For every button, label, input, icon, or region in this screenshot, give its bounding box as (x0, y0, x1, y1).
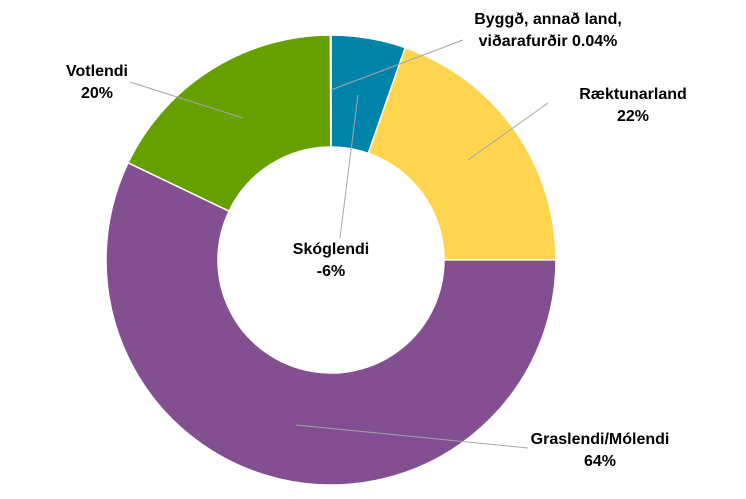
category-label: Graslendi/Mólendi (530, 431, 670, 448)
value-label: 20% (80, 85, 114, 102)
value-label: 64% (583, 453, 617, 470)
data-label: Votlendi 20% (66, 61, 128, 105)
category-label: Ræktunarland (579, 86, 687, 103)
slice (105, 161, 557, 486)
data-label: Byggð, annað land, viðarafurðir 0.04% (458, 9, 638, 53)
data-label: Skóglendi -6% (293, 239, 369, 283)
value-label: 22% (616, 108, 650, 125)
slice (329, 34, 332, 148)
data-label: Ræktunarland 22% (579, 84, 687, 128)
leader-line (330, 39, 464, 91)
data-label: Graslendi/Mólendi 64% (531, 429, 670, 473)
category-label: Votlendi (66, 63, 128, 80)
leader-line (339, 94, 359, 239)
leader-line (295, 424, 529, 449)
slice (367, 46, 557, 261)
slice (127, 34, 332, 213)
category-label: Byggð, annað land, viðarafurðir (474, 11, 622, 50)
value-label: 0.04% (572, 33, 618, 50)
leader-line (129, 81, 244, 119)
leader-line (467, 102, 549, 161)
category-label: Skóglendi (292, 241, 370, 258)
value-label: -6% (316, 263, 346, 280)
